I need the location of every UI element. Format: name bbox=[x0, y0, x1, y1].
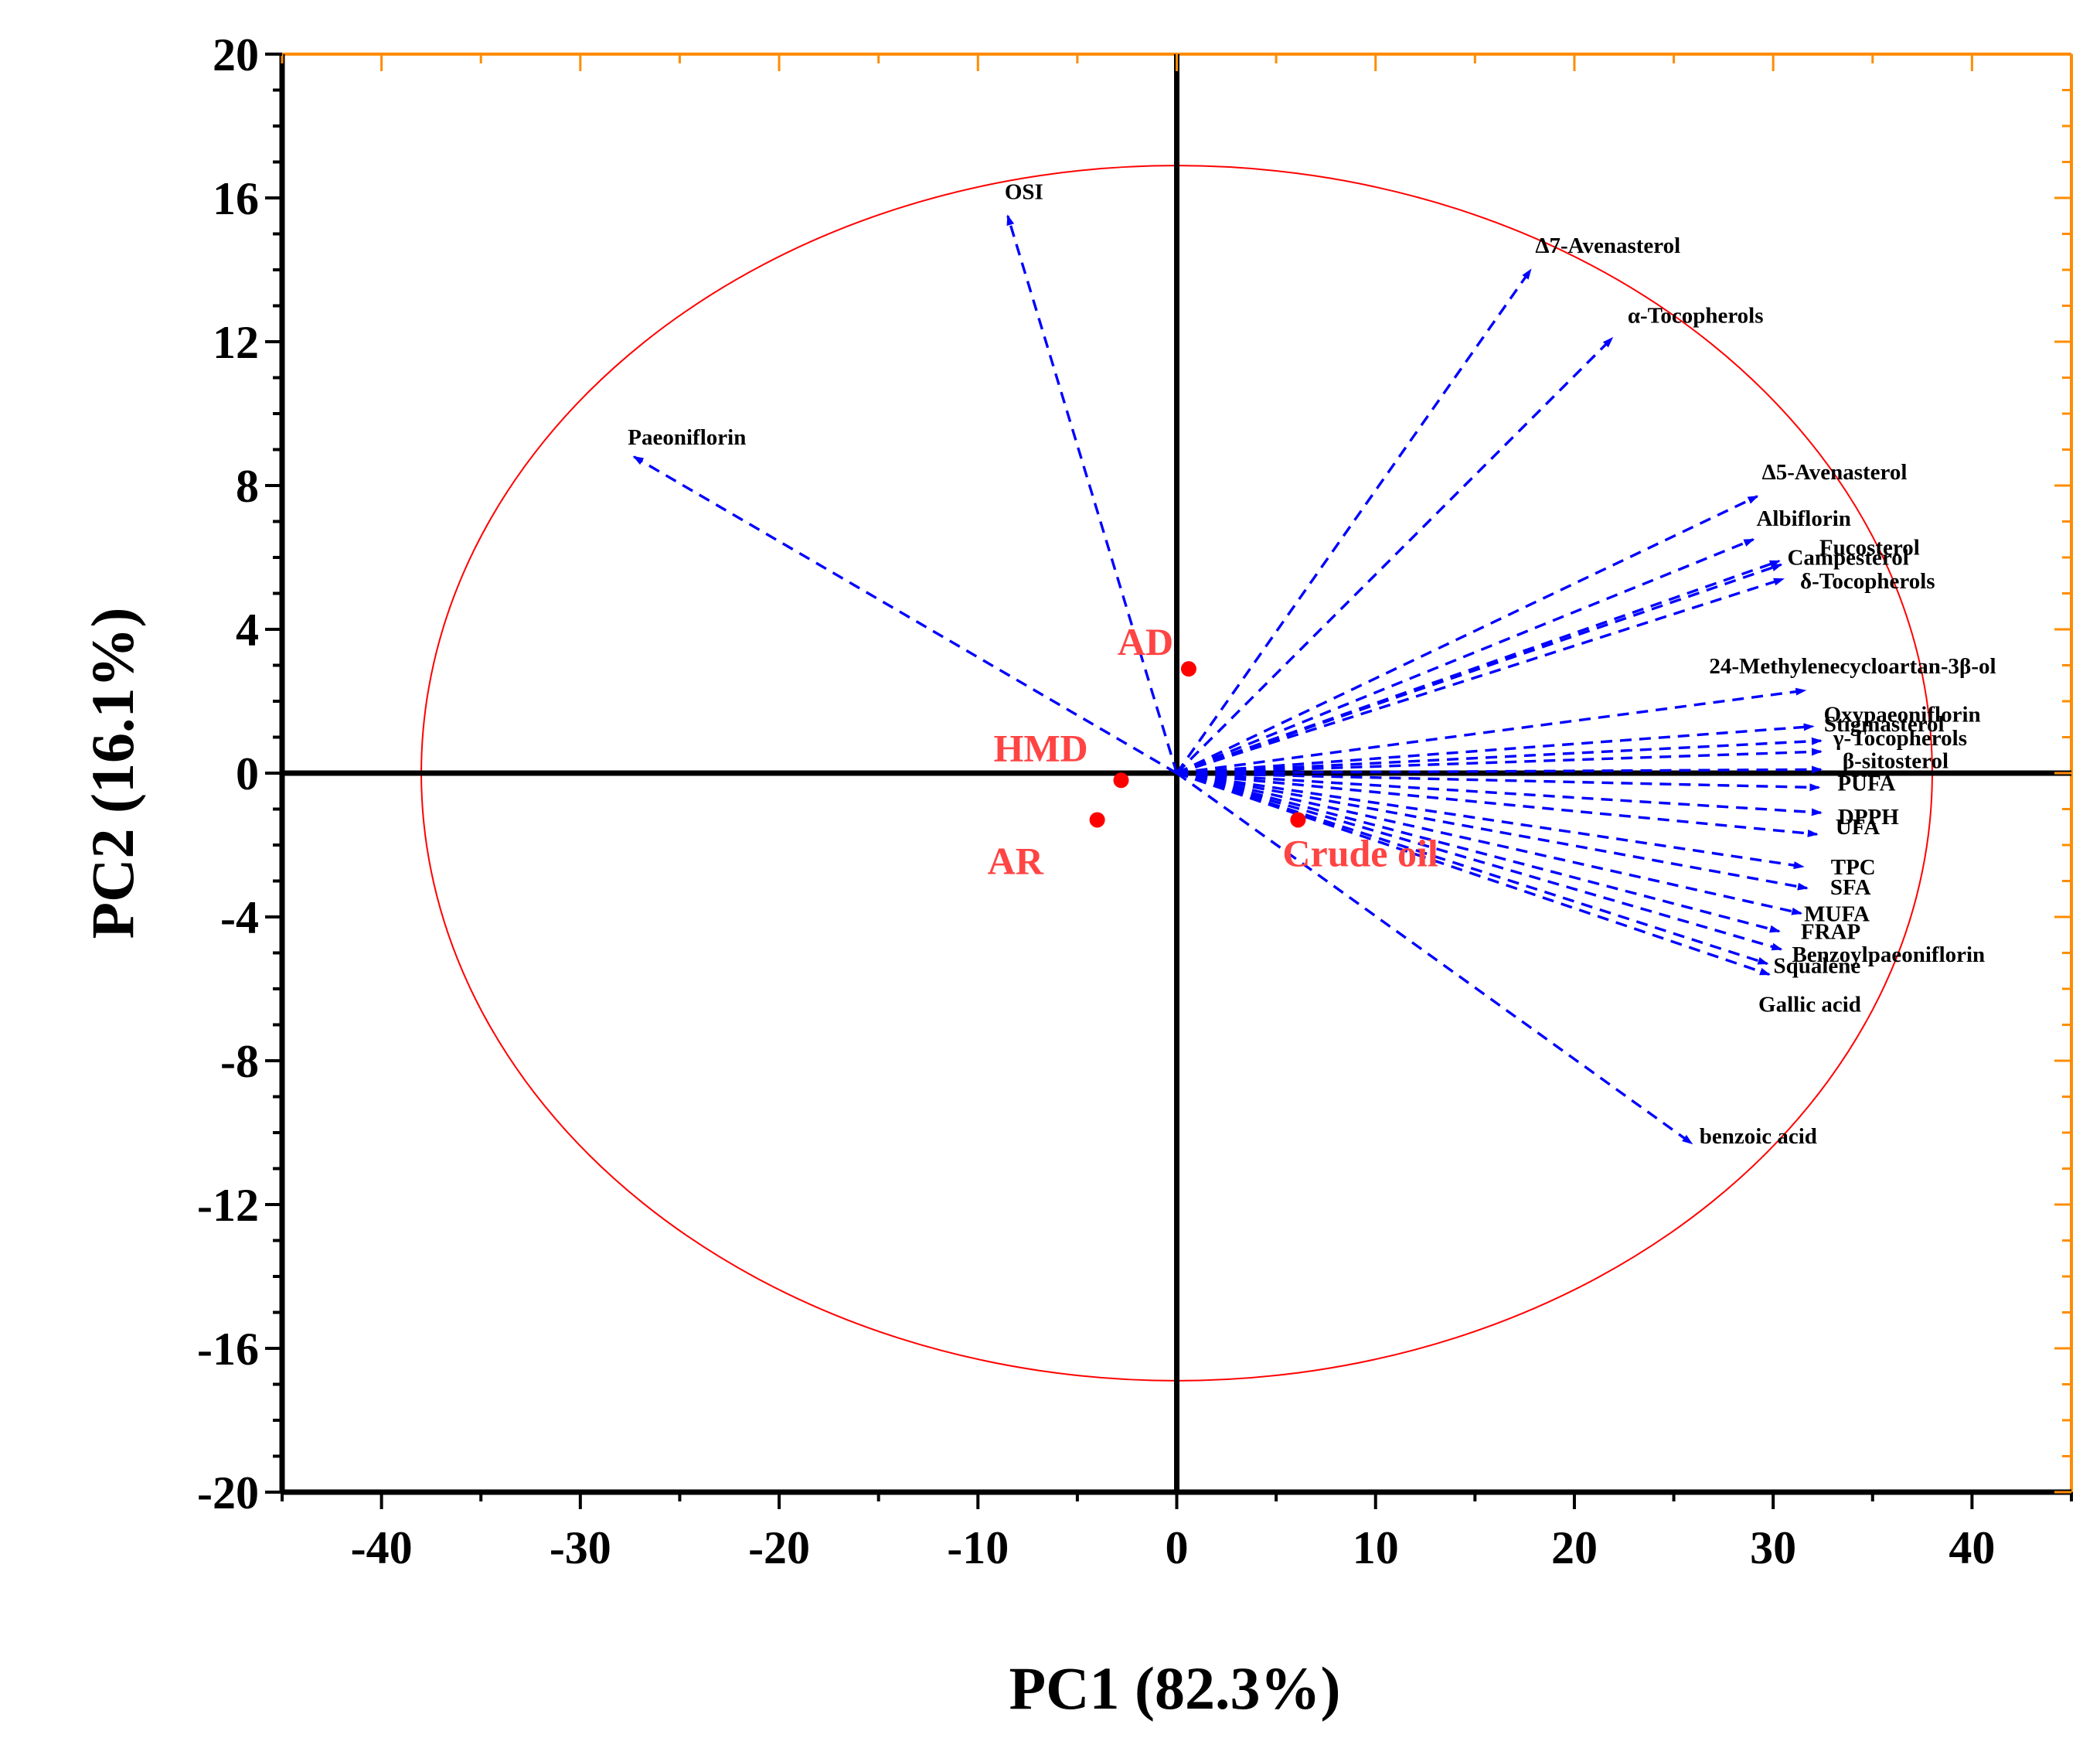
y-tick-label: 4 bbox=[236, 605, 259, 656]
loading-label: benzoic acid bbox=[1700, 1124, 1817, 1149]
y-tick-label: 12 bbox=[213, 317, 259, 368]
loading-label: Gallic acid bbox=[1758, 992, 1861, 1017]
x-tick-label: -20 bbox=[748, 1522, 810, 1573]
y-tick-label: -4 bbox=[220, 892, 259, 943]
y-tick-label: 16 bbox=[213, 173, 259, 224]
score-label: AR bbox=[988, 839, 1044, 882]
x-tick-label: 40 bbox=[1949, 1522, 1995, 1573]
score-point bbox=[1290, 812, 1306, 828]
loading-label: TPC bbox=[1831, 855, 1876, 880]
loading-arrow bbox=[1176, 772, 1693, 1145]
score-label: Crude oil bbox=[1282, 831, 1438, 874]
loading-label: Paeoniflorin bbox=[628, 425, 746, 450]
loading-arrow bbox=[1176, 268, 1532, 774]
x-tick-label: -30 bbox=[550, 1522, 611, 1573]
loading-arrow bbox=[1176, 748, 1823, 775]
loading-label: OSI bbox=[1005, 179, 1043, 204]
loading-arrow bbox=[1176, 495, 1759, 775]
loading-label: Campesterol bbox=[1787, 545, 1908, 570]
loading-label: β-sitosterol bbox=[1843, 748, 1949, 773]
loading-label: UFA bbox=[1836, 815, 1880, 840]
x-tick-label: -40 bbox=[351, 1522, 413, 1573]
x-tick-label: 30 bbox=[1750, 1522, 1796, 1573]
score-points: AD HMD AR Crude oil bbox=[988, 620, 1438, 882]
loading-arrow bbox=[1176, 723, 1815, 775]
axis-ticks: -40 -30 -20 -10 0 10 20 30 40-20-16-12-8-4048121… bbox=[197, 29, 2073, 1573]
loading-arrow bbox=[1176, 772, 1819, 837]
loading-label: MUFA bbox=[1804, 901, 1870, 926]
loading-label: SFA bbox=[1830, 875, 1871, 900]
score-point bbox=[1089, 812, 1105, 828]
score-label: AD bbox=[1118, 620, 1173, 663]
loading-arrow bbox=[1176, 563, 1783, 775]
loading-arrow bbox=[1176, 538, 1755, 775]
loading-arrow bbox=[1176, 336, 1614, 775]
y-tick-label: -20 bbox=[197, 1467, 259, 1518]
loading-arrow bbox=[1176, 772, 1803, 915]
y-axis-title: PC2 (16.1%) bbox=[79, 608, 146, 939]
loading-arrow bbox=[1176, 772, 1823, 816]
loading-label: Stigmasterol bbox=[1824, 712, 1945, 737]
y-tick-label: 8 bbox=[236, 461, 259, 512]
loading-arrow bbox=[1176, 560, 1781, 775]
score-point bbox=[1113, 772, 1129, 789]
loading-label: FRAP bbox=[1801, 920, 1860, 945]
loading-label: Δ5-Avenasterol bbox=[1762, 460, 1908, 485]
x-tick-label: -10 bbox=[947, 1522, 1009, 1573]
loading-arrow bbox=[1176, 772, 1809, 891]
loading-label: Albiflorin bbox=[1756, 506, 1850, 531]
loading-label: Δ7-Avenasterol bbox=[1535, 233, 1680, 258]
loading-label: PUFA bbox=[1837, 772, 1895, 796]
loading-label: γ-Tocopherols bbox=[1833, 726, 1967, 751]
loading-vectors: OSI Paeoniflorin Δ7-Avenasterol α-Tocophero… bbox=[628, 179, 1996, 1149]
loading-arrow bbox=[1176, 772, 1769, 966]
y-tick-label: 20 bbox=[213, 29, 259, 80]
loading-arrow bbox=[1176, 772, 1783, 951]
score-point bbox=[1180, 661, 1196, 677]
loading-arrow bbox=[1176, 578, 1785, 775]
loading-label: α-Tocopherols bbox=[1628, 303, 1764, 328]
y-tick-label: -12 bbox=[197, 1180, 259, 1231]
loading-arrow bbox=[1176, 772, 1805, 870]
loading-label: Squalene bbox=[1773, 953, 1860, 978]
loading-arrow bbox=[1176, 772, 1781, 933]
x-tick-label: 10 bbox=[1353, 1522, 1399, 1573]
loading-label: 24-Methylenecycloartan-3β-ol bbox=[1709, 654, 1996, 679]
loading-label: Benzoylpaeoniflorin bbox=[1792, 942, 1985, 967]
loading-label: Oxypaeoniflorin bbox=[1824, 703, 1981, 728]
loading-label: DPPH bbox=[1838, 805, 1899, 830]
x-axis-title: PC1 (82.3%) bbox=[1009, 1655, 1341, 1722]
loading-arrow bbox=[1006, 214, 1179, 774]
loading-arrow bbox=[1176, 772, 1771, 976]
y-tick-label: 0 bbox=[236, 748, 259, 799]
y-tick-label: -16 bbox=[197, 1324, 259, 1375]
loading-arrow bbox=[1176, 737, 1823, 775]
loading-arrow bbox=[1176, 687, 1807, 775]
loading-label: δ-Tocopherols bbox=[1800, 569, 1935, 594]
loading-arrow bbox=[1176, 772, 1821, 792]
score-label: HMD bbox=[993, 726, 1087, 769]
x-tick-label: 0 bbox=[1166, 1522, 1189, 1573]
loading-arrow bbox=[632, 455, 1178, 775]
loading-label: Fucosterol bbox=[1819, 536, 1920, 561]
x-tick-label: 20 bbox=[1551, 1522, 1598, 1573]
loading-arrow bbox=[1176, 765, 1823, 775]
y-tick-label: -8 bbox=[220, 1036, 259, 1087]
